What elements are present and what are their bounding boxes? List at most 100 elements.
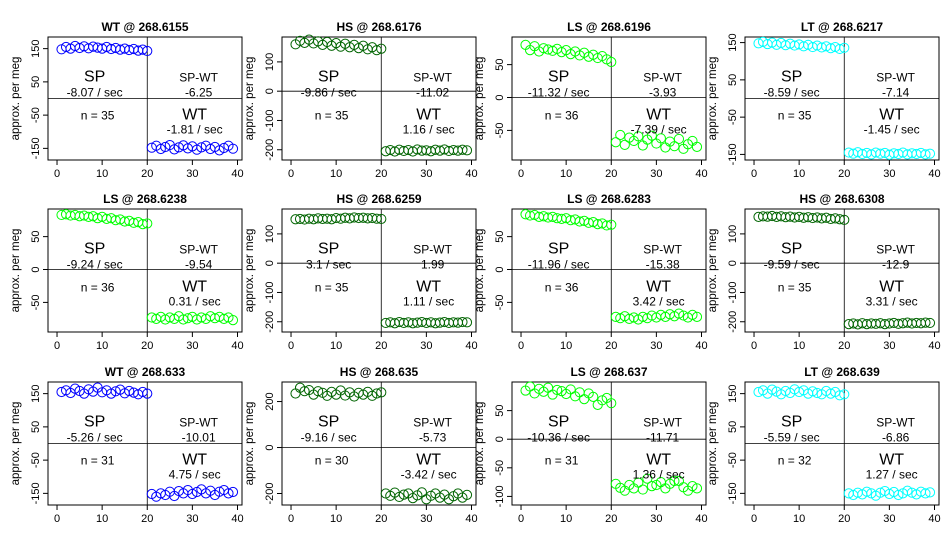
sp-point: [579, 394, 590, 405]
y-tick-label: 50: [30, 76, 42, 88]
wt-label: WT: [416, 278, 441, 295]
plot-frame: [511, 36, 707, 161]
wt-label: WT: [416, 451, 441, 468]
y-tick-label: -50: [30, 452, 42, 468]
y-axis-label: approx. per meg: [10, 57, 22, 141]
y-axis-label: approx. per meg: [10, 229, 22, 313]
sp-point: [371, 388, 382, 399]
x-tick-label: 0: [288, 513, 294, 525]
x-tick-label: 40: [231, 513, 243, 525]
y-tick-label: -200: [727, 311, 739, 333]
sp-point: [834, 43, 845, 55]
spwt-value: -6.86: [882, 430, 910, 444]
n-count: n = 30: [315, 453, 349, 467]
wt-point: [920, 488, 931, 499]
spwt-value: -9.54: [185, 257, 213, 271]
spwt-value: -11.02: [416, 85, 449, 99]
wt-point: [687, 309, 698, 320]
x-tick-label: 0: [751, 168, 757, 180]
x-tick-label: 0: [518, 340, 524, 352]
wt-point: [691, 483, 703, 494]
x-tick-label: 20: [375, 168, 387, 180]
wt-point: [457, 144, 468, 155]
wt-point: [920, 317, 931, 328]
spwt-value: -12.9: [882, 257, 910, 271]
wt-point: [673, 133, 685, 145]
x-tick-label: 30: [186, 340, 198, 352]
x-tick-label: 10: [560, 513, 572, 525]
panel-title: WT @ 268.6155: [101, 20, 188, 34]
wt-point: [155, 143, 166, 155]
x-tick-label: 30: [883, 168, 895, 180]
y-tick-label: 100: [264, 53, 276, 71]
y-axis-label: approx. per meg: [244, 229, 256, 313]
sp-point: [766, 384, 778, 395]
wt-point: [398, 489, 409, 500]
y-tick-label: 50: [494, 59, 506, 71]
sp-label: SP: [318, 240, 339, 257]
wt-label: WT: [646, 451, 671, 468]
x-tick-label: 20: [141, 168, 153, 180]
x-tick-label: 10: [330, 340, 342, 352]
x-tick-label: 40: [465, 340, 477, 352]
x-tick-label: 10: [96, 513, 108, 525]
sp-label: SP: [548, 240, 569, 257]
x-tick-label: 10: [793, 513, 805, 525]
x-tick-label: 40: [465, 168, 477, 180]
y-axis-label: approx. per meg: [244, 402, 256, 486]
y-tick-label: -50: [494, 294, 506, 310]
panel-title: WT @ 268.633: [105, 365, 186, 379]
sp-point: [552, 384, 563, 396]
panel-title: LS @ 268.637: [570, 365, 647, 379]
x-tick-label: 0: [54, 168, 60, 180]
x-tick-label: 40: [465, 513, 477, 525]
y-tick-label: 100: [727, 225, 739, 243]
sp-point: [376, 43, 387, 54]
x-tick-label: 30: [186, 168, 198, 180]
panel-title: HS @ 268.6176: [336, 20, 421, 34]
wt-rate: 1.11 / sec: [403, 294, 454, 308]
panel-title: HS @ 268.635: [340, 365, 419, 379]
wt-rate: -7.39 / sec: [631, 122, 687, 136]
x-tick-label: 0: [54, 513, 60, 525]
sp-point: [142, 218, 153, 229]
panel-5: LS @ 268.6238 0 10 20 30 40 -50 0 50 approx. per …: [10, 192, 244, 352]
data-points: [56, 382, 239, 502]
data-points: [290, 382, 473, 505]
panel-1: WT @ 268.6155 0 10 20 30 40 -150 -50 50 150 approx…: [10, 20, 244, 180]
y-tick-label: -200: [264, 482, 276, 504]
y-axis-label: approx. per meg: [707, 57, 719, 141]
y-tick-label: -50: [30, 294, 42, 310]
sp-point: [142, 388, 153, 399]
x-tick-label: 40: [231, 168, 243, 180]
spwt-label: SP-WT: [643, 242, 682, 256]
panel-10: HS @ 268.635 0 10 20 30 40 -200 0 200 approx. per…: [244, 365, 478, 525]
spwt-label: SP-WT: [876, 415, 915, 429]
sp-label: SP: [548, 413, 569, 430]
spwt-label: SP-WT: [876, 242, 915, 256]
x-tick-label: 40: [928, 513, 940, 525]
sp-rate: 3.1 / sec: [306, 257, 351, 271]
y-tick-label: -150: [30, 482, 42, 504]
plot-frame: [744, 208, 940, 333]
wt-label: WT: [646, 278, 671, 295]
data-points: [520, 209, 703, 325]
sp-label: SP: [318, 413, 339, 430]
spwt-label: SP-WT: [179, 415, 218, 429]
y-tick-label: 50: [494, 404, 506, 416]
y-tick-label: -100: [264, 109, 276, 131]
sp-point: [137, 386, 148, 398]
n-count: n = 35: [81, 108, 115, 122]
data-points: [290, 34, 473, 157]
y-axis-label: approx. per meg: [474, 229, 486, 313]
wt-point: [646, 481, 657, 492]
y-tick-label: -100: [264, 281, 276, 303]
data-points: [56, 209, 239, 326]
wt-point: [691, 141, 703, 152]
x-tick-label: 10: [793, 340, 805, 352]
spwt-value: -10.01: [182, 430, 216, 444]
wt-rate: 3.31 / sec: [866, 294, 918, 308]
x-tick-label: 20: [838, 168, 850, 180]
y-tick-label: -50: [727, 452, 739, 468]
panel-title: LS @ 268.6196: [567, 20, 651, 34]
